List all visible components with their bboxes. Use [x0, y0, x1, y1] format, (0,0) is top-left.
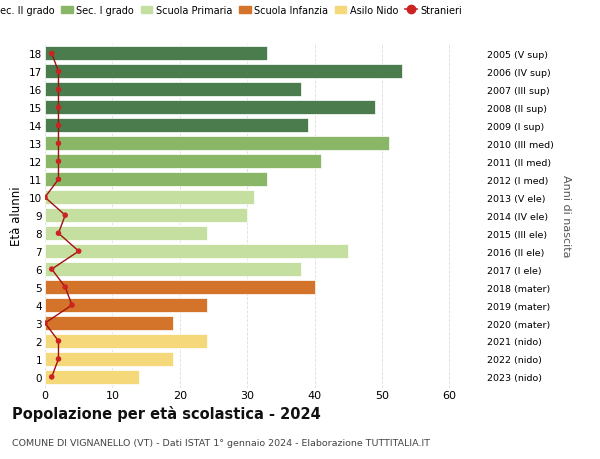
Point: [53, 337, 63, 345]
Bar: [45, 173, 268, 187]
Bar: [45, 334, 207, 348]
Point: [47, 374, 56, 381]
Bar: [45, 47, 268, 62]
Bar: [45, 209, 247, 223]
Point: [53, 355, 63, 363]
Bar: [45, 280, 314, 294]
Bar: [45, 370, 139, 384]
Bar: [45, 191, 254, 205]
Point: [61, 212, 70, 219]
Y-axis label: Età alunni: Età alunni: [10, 186, 23, 246]
Point: [53, 87, 63, 94]
Point: [40, 194, 50, 202]
Bar: [45, 263, 301, 276]
Point: [67, 302, 77, 309]
Point: [53, 68, 63, 76]
Bar: [45, 137, 389, 151]
Legend: Sec. II grado, Sec. I grado, Scuola Primaria, Scuola Infanzia, Asilo Nido, Stran: Sec. II grado, Sec. I grado, Scuola Prim…: [0, 2, 466, 20]
Bar: [45, 316, 173, 330]
Bar: [45, 352, 173, 366]
Bar: [45, 245, 348, 258]
Point: [53, 105, 63, 112]
Point: [47, 266, 56, 273]
Bar: [45, 298, 207, 313]
Point: [53, 123, 63, 130]
Point: [40, 319, 50, 327]
Bar: [45, 83, 301, 97]
Bar: [45, 227, 207, 241]
Text: Popolazione per età scolastica - 2024: Popolazione per età scolastica - 2024: [12, 405, 321, 421]
Point: [53, 158, 63, 166]
Bar: [45, 155, 321, 169]
Bar: [45, 119, 308, 133]
Point: [53, 176, 63, 184]
Point: [74, 248, 83, 255]
Point: [47, 50, 56, 58]
Point: [53, 140, 63, 148]
Text: COMUNE DI VIGNANELLO (VT) - Dati ISTAT 1° gennaio 2024 - Elaborazione TUTTITALIA: COMUNE DI VIGNANELLO (VT) - Dati ISTAT 1…: [12, 438, 430, 447]
Point: [61, 284, 70, 291]
Bar: [45, 101, 375, 115]
Bar: [45, 65, 402, 79]
Point: [53, 230, 63, 237]
Y-axis label: Anni di nascita: Anni di nascita: [561, 174, 571, 257]
